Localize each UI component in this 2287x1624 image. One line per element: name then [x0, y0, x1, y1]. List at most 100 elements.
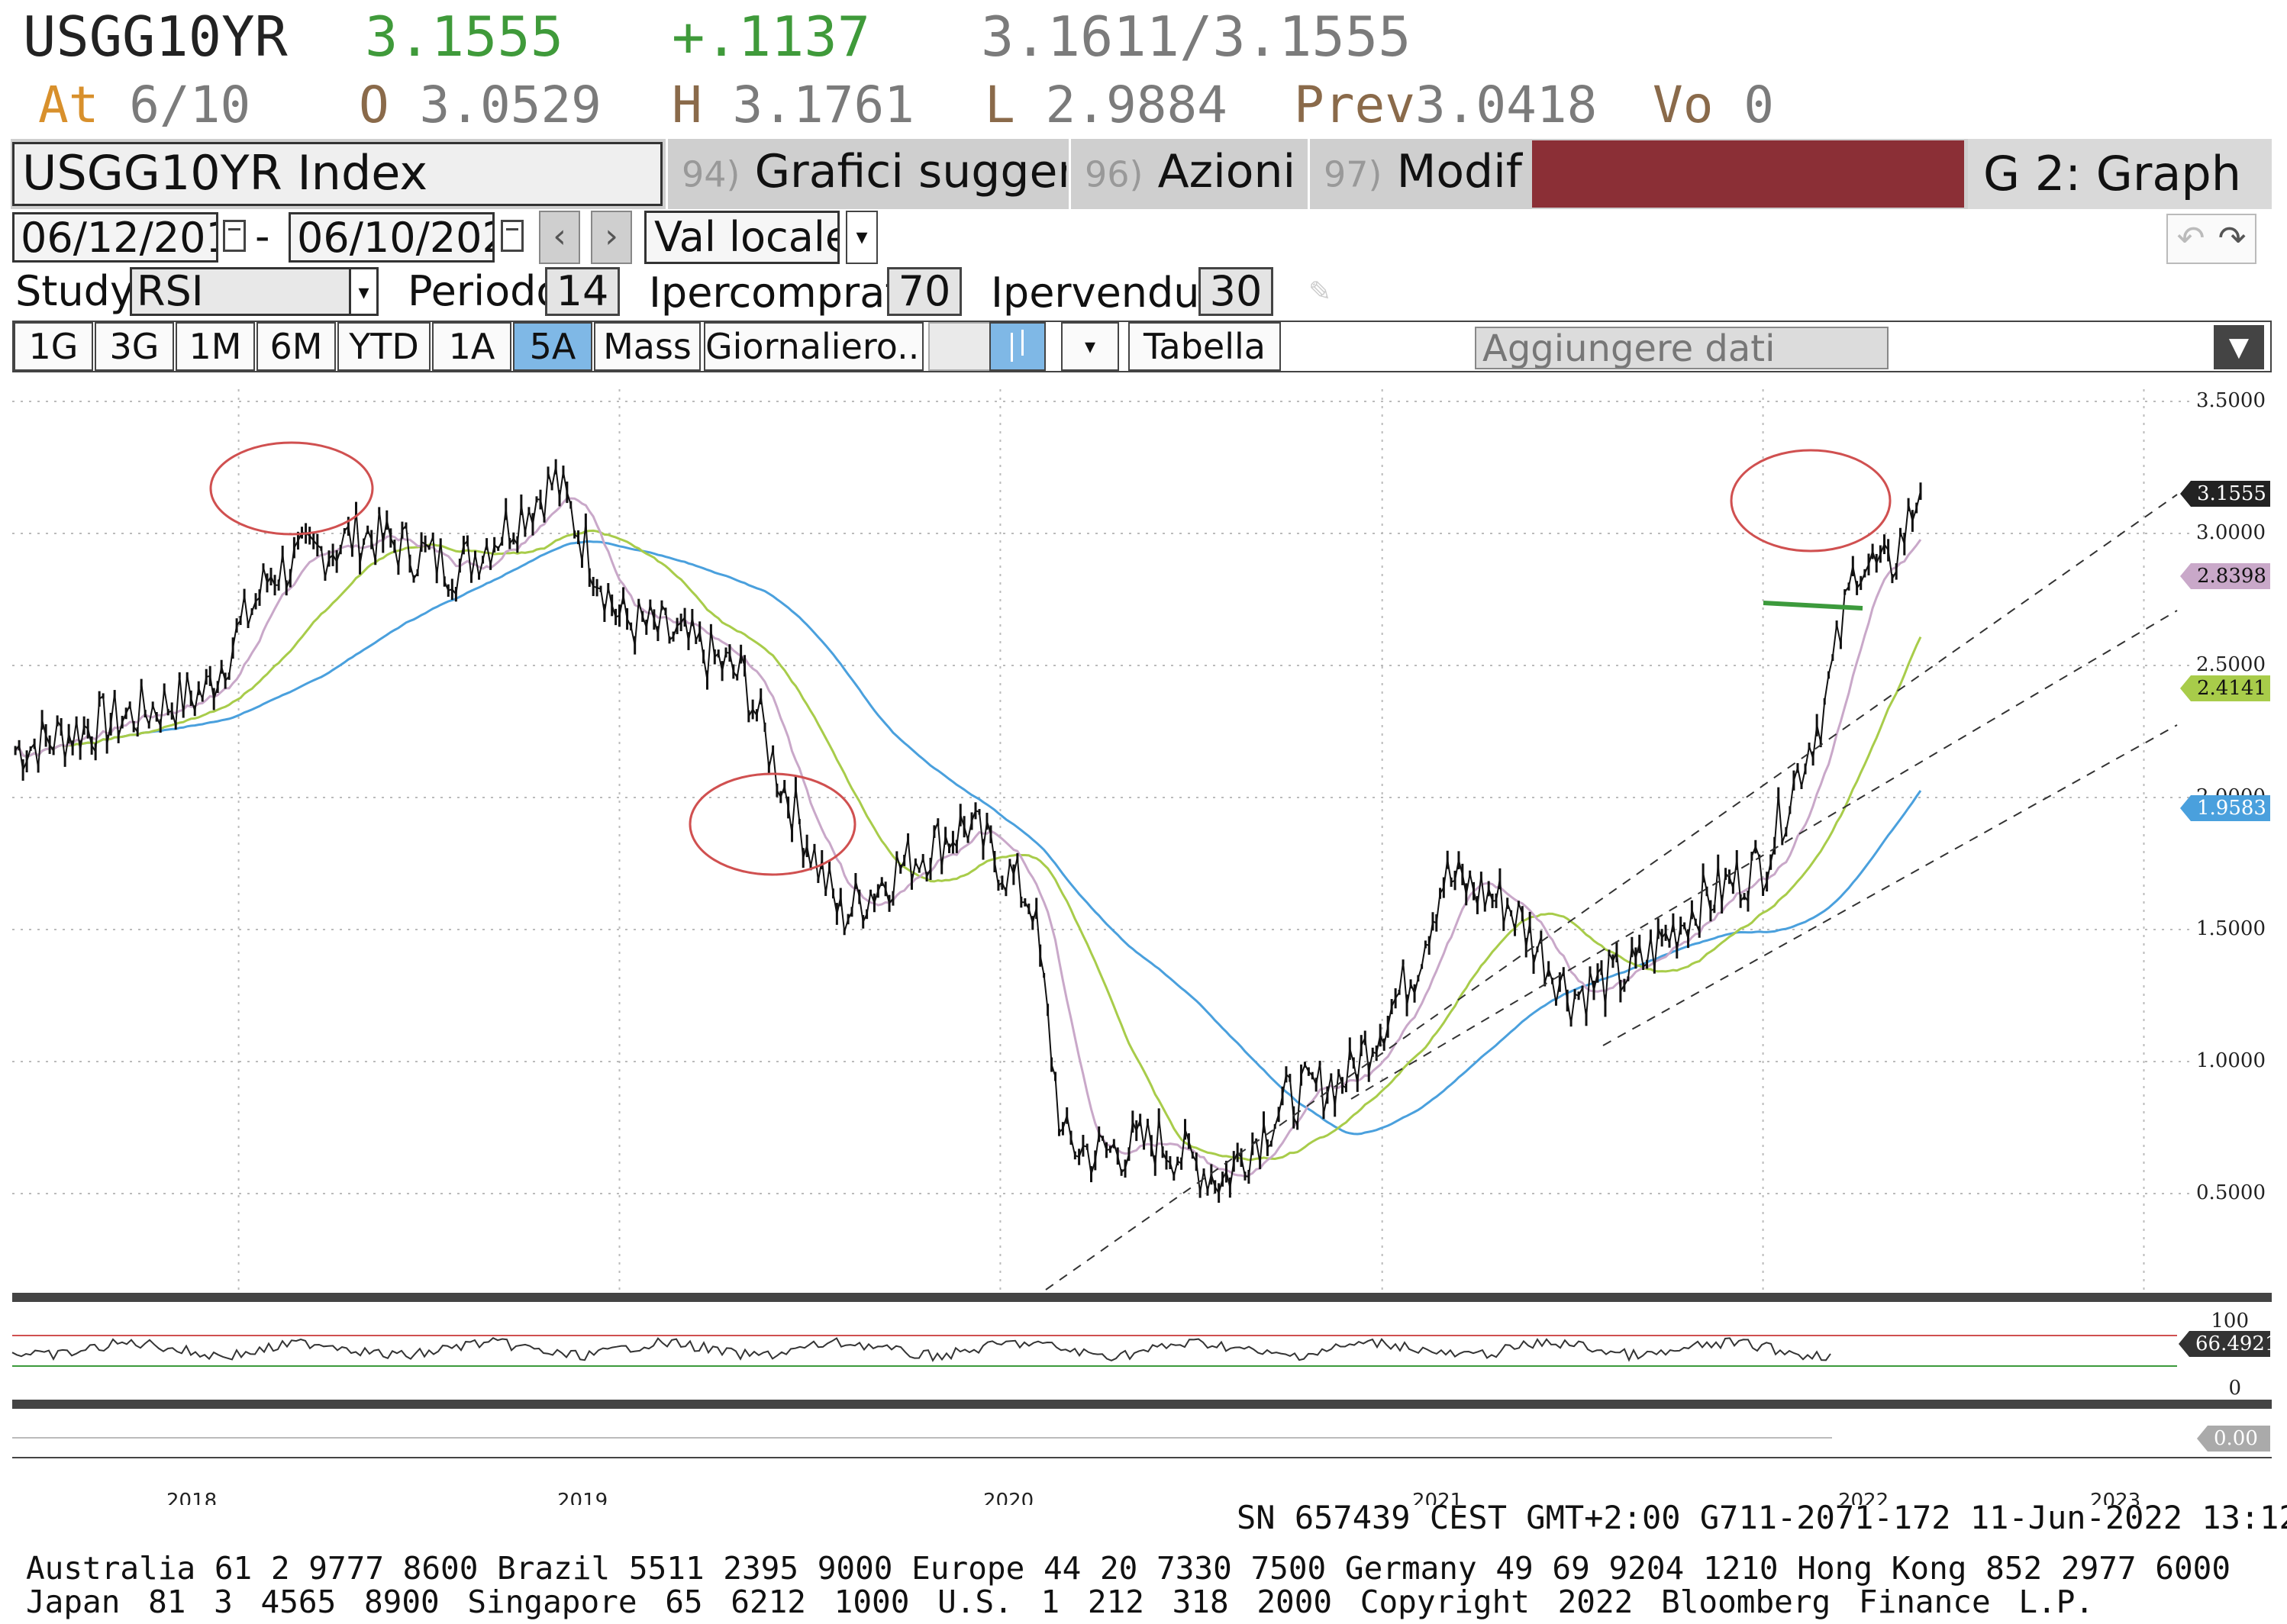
contact-line-1: Australia 61 2 9777 8600 Brazil 5511 239… — [26, 1550, 2231, 1587]
panel-divider — [12, 1293, 2272, 1302]
channel-line-mid — [1350, 610, 2178, 1100]
quote-detail-row: At 6/10 — [38, 76, 250, 134]
dropdown-menu-icon[interactable]: ▼ — [2214, 325, 2264, 369]
period-button-3g[interactable]: 3G — [95, 322, 174, 371]
tab-modif[interactable]: 97) Modif ▾ — [1308, 139, 1529, 209]
status-line: SN 657439 CEST GMT+2:00 G711-2071-172 11… — [1237, 1499, 2287, 1536]
tab-label: Modif — [1396, 145, 1522, 198]
calendar-icon[interactable] — [223, 220, 246, 252]
period-label: Periodo — [408, 267, 562, 315]
y-tick-label: 2.5000 — [2196, 653, 2266, 676]
end-date-input[interactable]: 06/10/2022 — [289, 212, 495, 263]
open-label: O — [359, 76, 389, 134]
y-tick-label: 3.0000 — [2196, 521, 2266, 544]
low-value: 2.9884 — [1045, 76, 1227, 134]
tab-number: 94) — [682, 153, 740, 195]
high-label: H — [672, 76, 702, 134]
period-button-mass[interactable]: Mass — [594, 322, 701, 371]
y-tick-label: 3.5000 — [2196, 389, 2266, 412]
channel-line-lower — [1602, 724, 2178, 1046]
date-separator: - — [255, 212, 270, 260]
table-button[interactable]: Tabella — [1128, 322, 1281, 371]
ticker-label: USGG10YR — [23, 5, 288, 69]
oversold-input[interactable]: 30 — [1198, 267, 1273, 316]
tab-number: 97) — [1324, 153, 1382, 195]
low-group: L 2.9884 — [985, 76, 1227, 134]
ma-short-line — [15, 497, 1922, 1178]
highlight-ellipse-2018 — [209, 441, 374, 536]
last-price-tag: 3.1555 — [2180, 481, 2270, 507]
support-line — [1763, 601, 1863, 611]
prev-group: Prev3.0418 — [1294, 76, 1597, 134]
study-label: Study — [15, 267, 134, 315]
x-tick-label: 2021 — [1412, 1490, 1463, 1505]
study-value: RSI — [137, 267, 204, 315]
at-label: At — [38, 76, 99, 134]
period-button-1a[interactable]: 1A — [432, 322, 511, 371]
frequency-select[interactable]: Giornaliero... — [704, 322, 924, 371]
security-field[interactable]: USGG10YR Index — [12, 142, 663, 206]
calendar-icon[interactable] — [501, 220, 524, 252]
price-change: +.1137 — [672, 5, 871, 69]
x-tick-label: 2023 — [2090, 1490, 2141, 1505]
highlight-ellipse-2019 — [689, 772, 856, 876]
chevron-down-icon[interactable]: ▾ — [351, 267, 379, 316]
pencil-icon[interactable]: ✎ — [1308, 276, 1332, 308]
volume-value-tag: 0.00 — [2197, 1426, 2270, 1452]
chevron-down-icon[interactable]: ▾ — [846, 211, 878, 264]
tab-number: 96) — [1085, 153, 1144, 195]
period-button-5a[interactable]: 5A — [513, 322, 592, 371]
currency-select[interactable]: Val locale — [644, 211, 840, 264]
ma-short-tag: 2.8398 — [2180, 563, 2270, 589]
prev-label: Prev — [1294, 76, 1415, 134]
last-price: 3.1555 — [365, 5, 564, 69]
price-chart[interactable] — [0, 374, 2287, 1503]
chevron-left-icon[interactable]: ‹ — [539, 211, 580, 264]
accent-bar — [1532, 140, 1964, 208]
period-button-ytd[interactable]: YTD — [337, 322, 431, 371]
highlight-ellipse-2022 — [1730, 449, 1892, 553]
period-button-1m[interactable]: 1M — [176, 322, 255, 371]
ma-long-line — [15, 540, 1922, 1136]
low-label: L — [985, 76, 1015, 134]
chevron-down-icon[interactable]: ▾ — [1061, 322, 1119, 371]
tab-grafici-suggeriti[interactable]: 94) Grafici suggeriti — [666, 139, 1066, 209]
ma-mid-line — [15, 529, 1922, 1162]
rsi-lower-label: 0 — [2228, 1377, 2241, 1400]
contact-line-2: Japan 81 3 4565 8900 Singapore 65 6212 1… — [26, 1584, 2095, 1620]
tab-label: Azioni — [1157, 145, 1296, 198]
overbought-input[interactable]: 70 — [887, 267, 962, 316]
tab-azioni[interactable]: 96) Azioni ▾ — [1069, 139, 1305, 209]
undo-icon[interactable]: ↶ — [2176, 219, 2205, 258]
overbought-label: Ipercomprato — [649, 269, 927, 317]
prev-value: 3.0418 — [1414, 76, 1598, 134]
redo-icon[interactable]: ↷ — [2218, 219, 2247, 258]
chart-style-button[interactable] — [928, 322, 997, 371]
x-tick-label: 2018 — [166, 1490, 218, 1505]
start-date-input[interactable]: 06/12/2017 — [12, 212, 218, 263]
vol-label: Vo — [1653, 76, 1714, 134]
price-line — [15, 466, 1921, 1195]
open-group: O 3.0529 — [359, 76, 602, 134]
channel-line-upper — [1045, 494, 2178, 1290]
rsi-line — [11, 1337, 1831, 1362]
period-input[interactable]: 14 — [545, 267, 620, 316]
y-tick-label: 0.5000 — [2196, 1181, 2266, 1204]
x-tick-label: 2020 — [983, 1490, 1034, 1505]
period-button-6m[interactable]: 6M — [256, 322, 336, 371]
ma-long-tag: 1.9583 — [2180, 795, 2270, 821]
chevron-right-icon[interactable]: › — [591, 211, 632, 264]
y-tick-label: 1.5000 — [2196, 917, 2266, 940]
graph-title[interactable]: G 2: Graph 1 — [1968, 139, 2272, 272]
vol-group: Vo 0 — [1653, 76, 1774, 134]
study-select[interactable]: RSI — [130, 267, 351, 316]
high-group: H 3.1761 — [672, 76, 914, 134]
x-tick-label: 2019 — [557, 1490, 608, 1505]
at-date: 6/10 — [129, 76, 251, 134]
period-button-1g[interactable]: 1G — [14, 322, 93, 371]
ma-mid-tag: 2.4141 — [2180, 675, 2270, 701]
add-data-input[interactable]: Aggiungere dati — [1475, 327, 1889, 369]
rsi-upper-label: 100 — [2211, 1310, 2249, 1332]
bar-chart-type-icon[interactable] — [989, 322, 1046, 371]
tab-label: Grafici suggeriti — [754, 145, 1066, 198]
